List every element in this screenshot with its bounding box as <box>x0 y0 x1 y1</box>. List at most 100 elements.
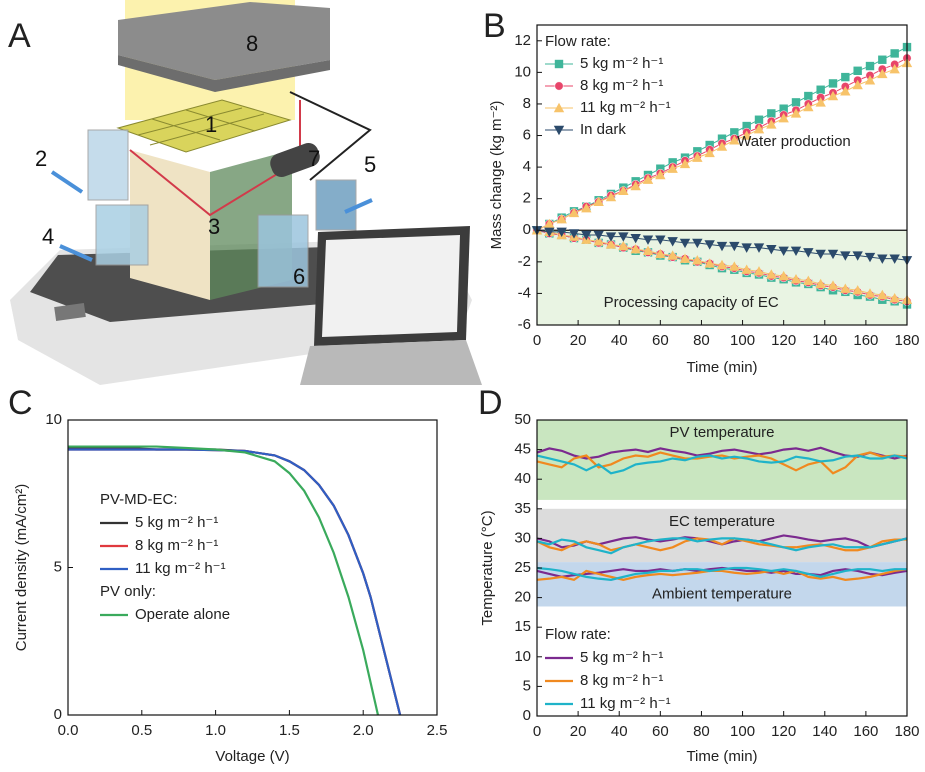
y-tick-label: 4 <box>523 158 531 175</box>
y-tick-label: 12 <box>514 32 531 49</box>
x-tick-label: 180 <box>894 723 919 740</box>
marker <box>829 79 837 87</box>
callout: 6 <box>293 264 305 289</box>
annotation: Water production <box>737 133 851 150</box>
legend-label: 8 kg m⁻² h⁻¹ <box>580 77 663 94</box>
beaker-2 <box>88 130 128 200</box>
y-tick-label: 35 <box>514 500 531 517</box>
x-tick-label: 140 <box>812 723 837 740</box>
series-line <box>68 448 400 715</box>
annotation: Processing capacity of EC <box>604 294 779 311</box>
x-tick-label: 1.0 <box>205 722 226 739</box>
x-tick-label: 180 <box>894 332 919 349</box>
callout: 3 <box>208 214 220 239</box>
x-tick-label: 20 <box>570 332 587 349</box>
figure: A 1 2 3 4 5 6 7 8 Water production Proces… <box>0 0 925 772</box>
marker <box>804 92 812 100</box>
y-axis-label: Current density (mA/cm²) <box>13 484 30 652</box>
callout: 8 <box>246 31 258 56</box>
y-axis-label: Temperature (°C) <box>479 510 496 625</box>
legend-marker <box>555 82 563 90</box>
callout: 5 <box>364 152 376 177</box>
legend-label: In dark <box>580 121 626 138</box>
y-tick-label: 5 <box>523 677 531 694</box>
legend-label: 11 kg m⁻² h⁻¹ <box>580 99 671 116</box>
legend-label: 5 kg m⁻² h⁻¹ <box>580 55 663 72</box>
beaker-4 <box>96 205 148 265</box>
x-tick-label: 160 <box>853 332 878 349</box>
y-tick-label: 45 <box>514 441 531 458</box>
x-tick-label: 40 <box>611 723 628 740</box>
x-tick-label: 60 <box>652 723 669 740</box>
y-tick-label: 0 <box>54 706 62 723</box>
y-tick-label: 20 <box>514 589 531 606</box>
marker <box>767 109 775 117</box>
laptop-display <box>322 235 460 337</box>
marker <box>841 73 849 81</box>
marker <box>853 67 861 75</box>
x-tick-label: 20 <box>570 723 587 740</box>
legend-label: 5 kg m⁻² h⁻¹ <box>135 514 218 531</box>
plot-frame <box>68 420 437 715</box>
x-axis-label: Time (min) <box>686 748 757 765</box>
y-tick-label: 10 <box>514 63 531 80</box>
marker <box>792 98 800 106</box>
y-tick-label: 2 <box>523 190 531 207</box>
callout: 7 <box>308 146 320 171</box>
legend-title: Flow rate: <box>545 626 611 643</box>
legend-label: 8 kg m⁻² h⁻¹ <box>580 672 663 689</box>
callout: 1 <box>205 112 217 137</box>
legend-label: 8 kg m⁻² h⁻¹ <box>135 537 218 554</box>
marker <box>890 49 898 57</box>
x-axis-label: Voltage (V) <box>215 748 289 765</box>
y-tick-label: 0 <box>523 707 531 724</box>
series-line <box>68 447 378 715</box>
x-tick-label: 0 <box>533 723 541 740</box>
y-tick-label: 6 <box>523 126 531 143</box>
x-tick-label: 120 <box>771 332 796 349</box>
y-axis-label: Mass change (kg m⁻²) <box>488 101 505 250</box>
x-tick-label: 60 <box>652 332 669 349</box>
legend-title: Flow rate: <box>545 33 611 50</box>
y-tick-label: -6 <box>518 316 531 333</box>
y-tick-label: 25 <box>514 559 531 576</box>
y-tick-label: 10 <box>45 411 62 428</box>
marker <box>755 116 763 124</box>
y-tick-label: 30 <box>514 529 531 546</box>
band-label: PV temperature <box>669 424 774 441</box>
x-tick-label: 160 <box>853 723 878 740</box>
x-tick-label: 100 <box>730 332 755 349</box>
callout: 4 <box>42 224 54 249</box>
marker <box>866 62 874 70</box>
y-tick-label: 5 <box>54 558 62 575</box>
y-tick-label: -4 <box>518 284 531 301</box>
band-label: Ambient temperature <box>652 585 792 602</box>
beaker-5 <box>316 180 356 230</box>
illustration: A 1 2 3 4 5 6 7 8 <box>8 0 482 385</box>
marker <box>816 86 824 94</box>
y-tick-label: 50 <box>514 411 531 428</box>
legend-group-title: PV only: <box>100 583 156 600</box>
panel-label: A <box>8 17 31 55</box>
y-tick-label: -2 <box>518 253 531 270</box>
panel-label: B <box>483 7 506 45</box>
x-tick-label: 80 <box>693 332 710 349</box>
x-tick-label: 120 <box>771 723 796 740</box>
legend-label: Operate alone <box>135 606 230 623</box>
x-tick-label: 0.0 <box>58 722 79 739</box>
panel-label: C <box>8 384 33 422</box>
callout: 2 <box>35 146 47 171</box>
x-tick-label: 2.0 <box>353 722 374 739</box>
legend-label: 5 kg m⁻² h⁻¹ <box>580 649 663 666</box>
y-tick-label: 15 <box>514 618 531 635</box>
laptop-keyboard <box>300 340 482 385</box>
legend-label: 11 kg m⁻² h⁻¹ <box>135 560 226 577</box>
marker <box>878 56 886 64</box>
legend-marker <box>555 60 563 68</box>
x-tick-label: 2.5 <box>427 722 448 739</box>
x-tick-label: 40 <box>611 332 628 349</box>
x-tick-label: 0 <box>533 332 541 349</box>
page: A 1 2 3 4 5 6 7 8 Water production Proces… <box>0 0 925 772</box>
x-tick-label: 0.5 <box>131 722 152 739</box>
panel-label: D <box>478 384 503 422</box>
